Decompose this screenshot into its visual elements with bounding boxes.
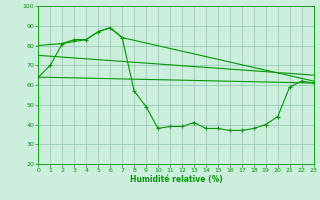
X-axis label: Humidité relative (%): Humidité relative (%) [130, 175, 222, 184]
